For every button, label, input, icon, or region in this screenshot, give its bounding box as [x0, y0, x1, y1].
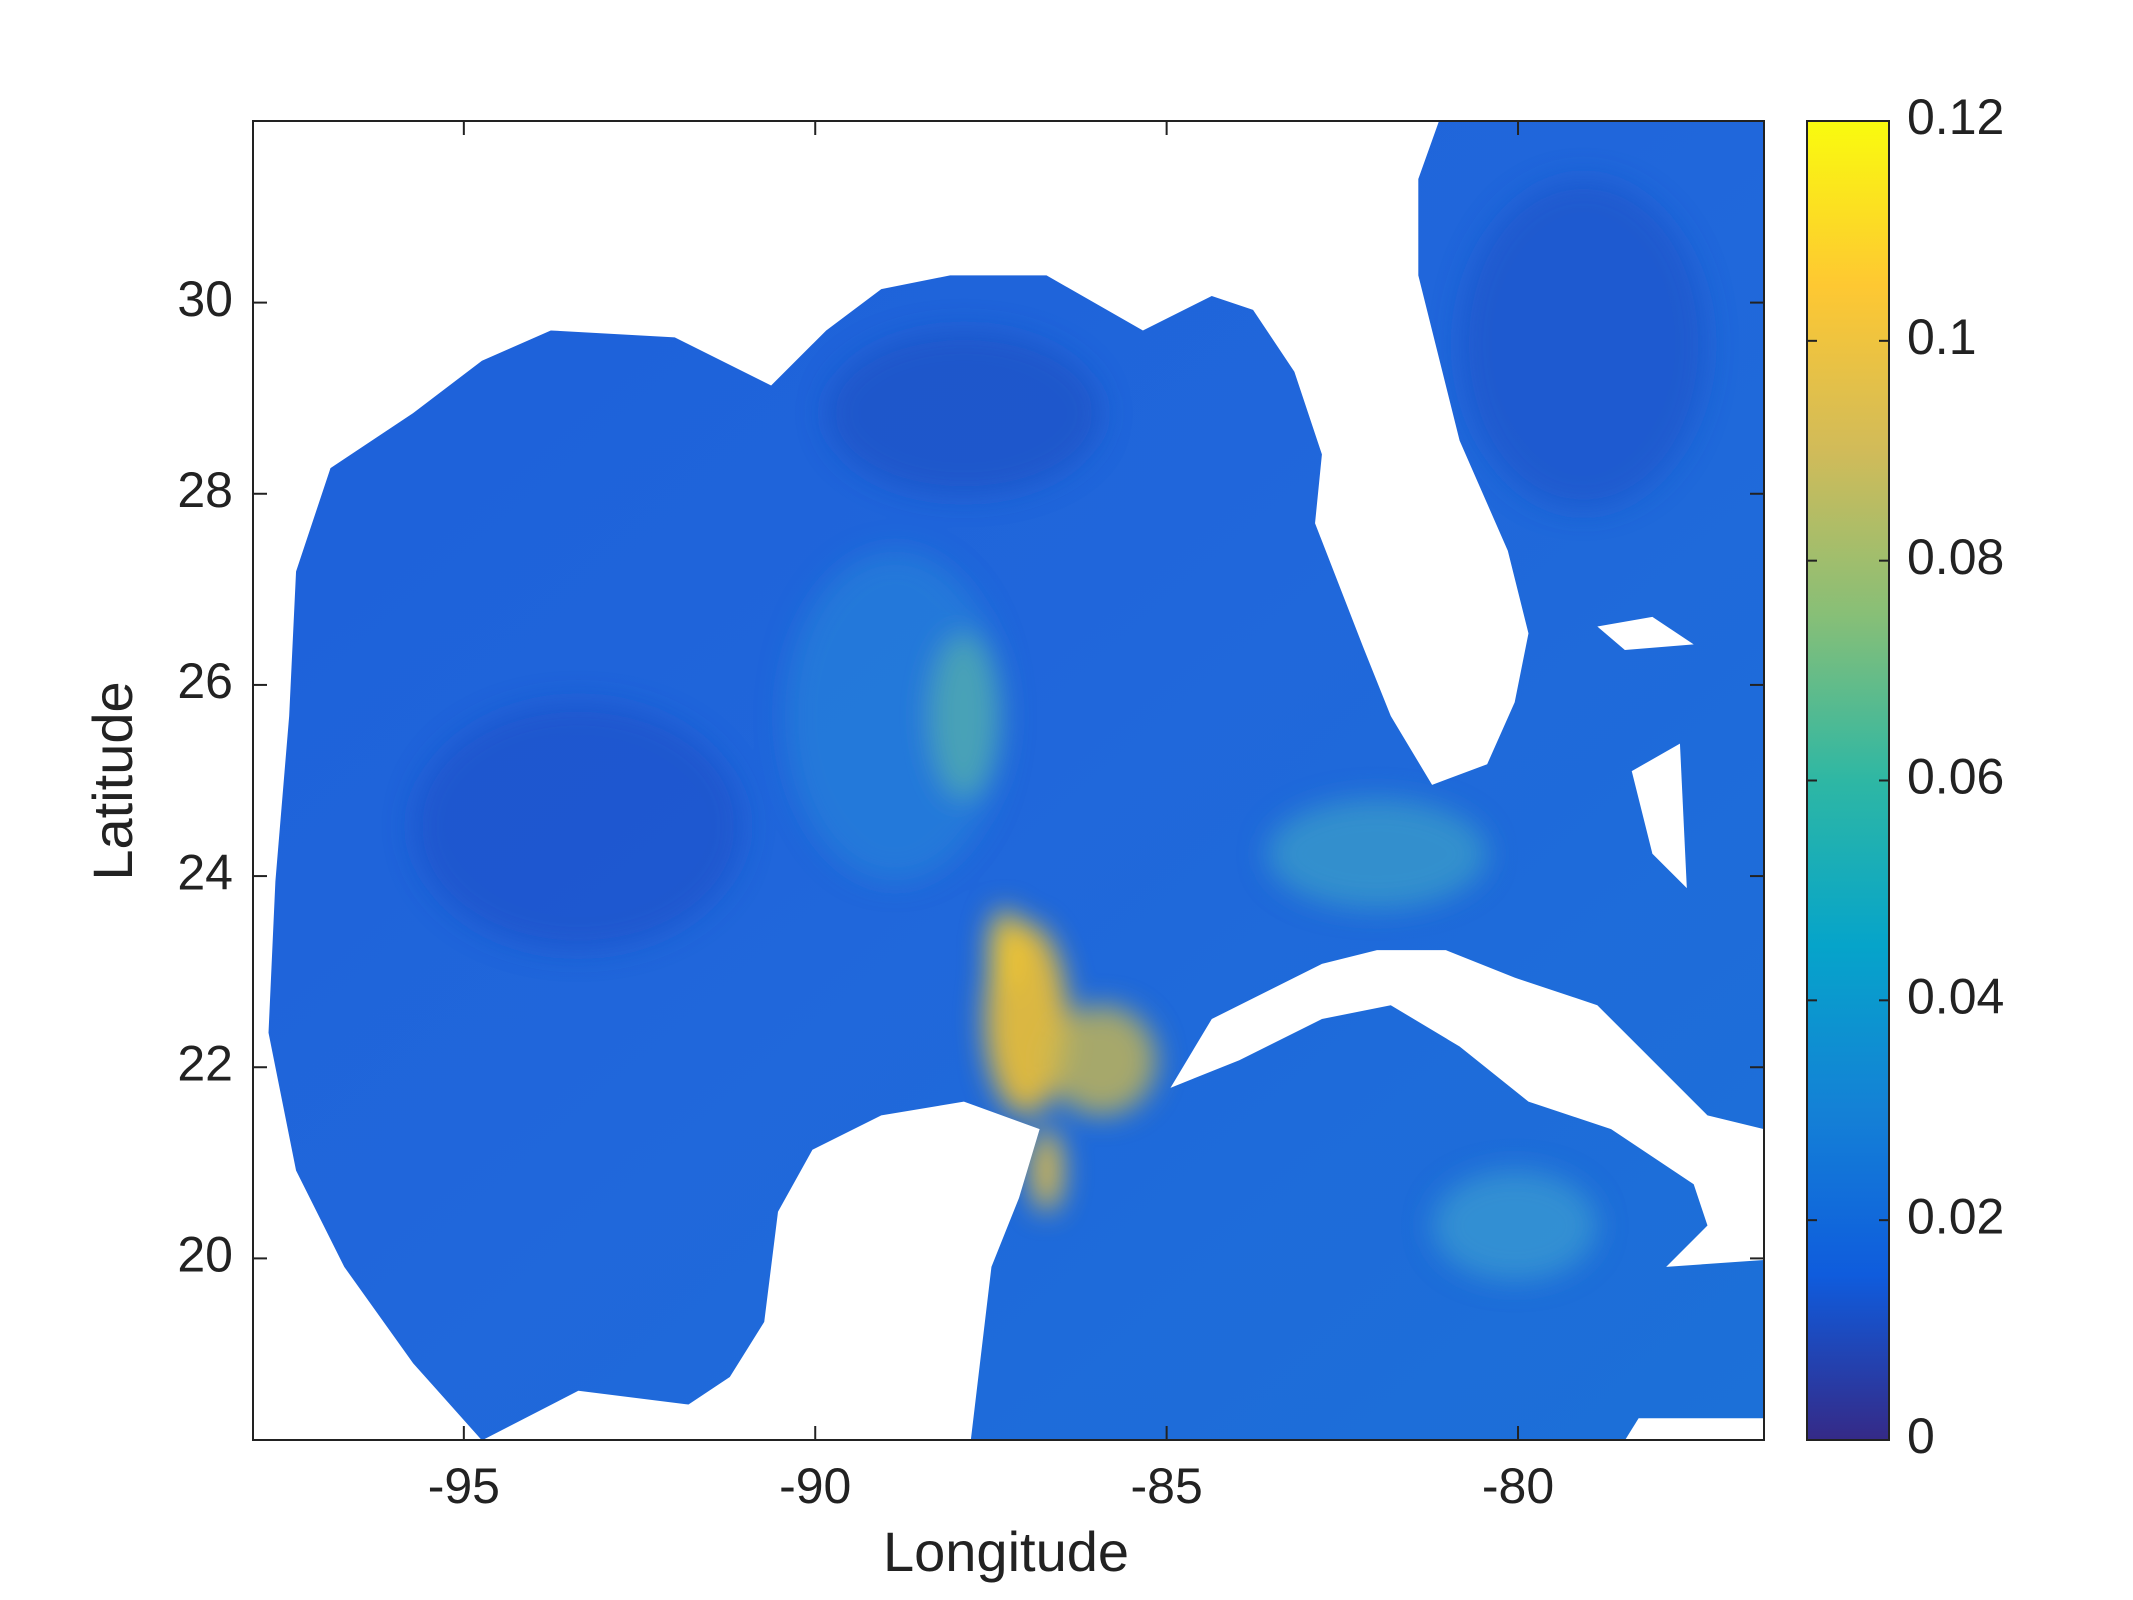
- land: [253, 121, 1764, 1441]
- colorbar-tick-label: 0.08: [1907, 529, 2004, 585]
- y-tick-label: 20: [177, 1227, 233, 1283]
- y-tick-label: 24: [177, 844, 233, 900]
- colorbar-tick-label: 0.04: [1907, 969, 2004, 1025]
- x-tick-label: -85: [1130, 1458, 1202, 1514]
- colorbar-tick-label: 0.06: [1907, 749, 2004, 805]
- y-tick-label: 30: [177, 271, 233, 327]
- y-axis-label: Latitude: [81, 681, 144, 880]
- x-tick-label: -90: [779, 1458, 851, 1514]
- x-tick-label: -95: [428, 1458, 500, 1514]
- y-tick-label: 22: [177, 1035, 233, 1091]
- colorbar-tick-label: 0.1: [1907, 309, 1977, 365]
- colorbar-tick-label: 0.02: [1907, 1188, 2004, 1244]
- x-axis-label: Longitude: [883, 1520, 1129, 1583]
- y-tick-label: 28: [177, 462, 233, 518]
- field-texture: [413, 179, 1708, 1281]
- map-field: [253, 121, 1764, 1441]
- x-tick-label: -80: [1482, 1458, 1554, 1514]
- axes-box: [252, 120, 1765, 1441]
- y-tick-label: 26: [177, 653, 233, 709]
- colorbar-tick-label: 0: [1907, 1408, 1935, 1464]
- colorbar-tick-label: 0.12: [1907, 89, 2004, 145]
- colorbar: [1806, 120, 1890, 1441]
